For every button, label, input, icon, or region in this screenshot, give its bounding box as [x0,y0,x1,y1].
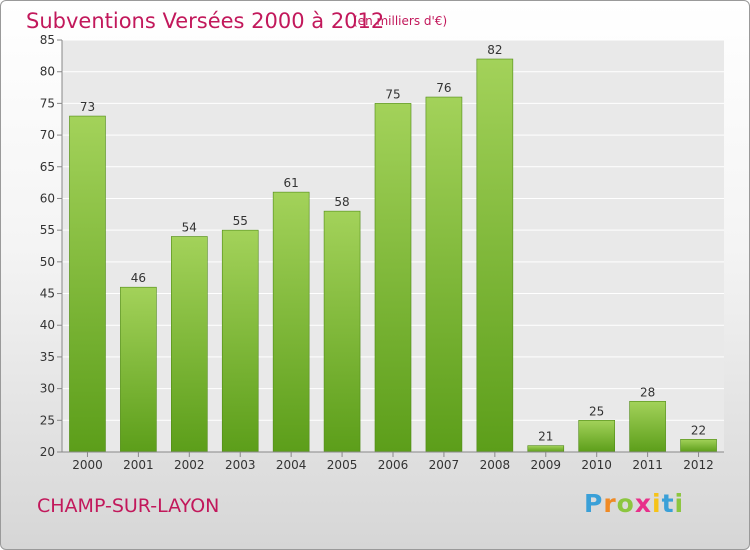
logo-letter: i [652,489,662,518]
x-tick-label: 2010 [581,458,612,472]
data-label: 28 [640,385,655,399]
x-tick-label: 2009 [530,458,561,472]
bar [221,229,259,453]
x-tick-label: 2005 [327,458,358,472]
data-label: 58 [334,195,349,209]
y-tick-label: 40 [40,318,55,332]
y-tick-label: 20 [40,445,55,459]
y-tick-label: 25 [40,413,55,427]
bar [680,439,717,453]
bar [629,400,666,453]
x-tick-label: 2000 [72,458,103,472]
x-tick-label: 2008 [480,458,511,472]
data-label: 21 [538,430,553,444]
data-labels: 73 46 54 55 61 58 75 76 82 21 25 28 22 [80,43,706,444]
y-tick-label: 65 [40,160,55,174]
logo-letter: x [634,489,652,518]
logo-letter: r [603,489,617,518]
data-label: 75 [385,87,400,101]
x-tick-label: 2006 [378,458,409,472]
data-label: 22 [691,423,706,437]
bar [374,103,412,453]
axes: 20 25 30 35 40 45 50 55 60 65 70 75 80 85 2000 2001 2002… [40,33,724,472]
logo-letter: P [584,489,604,518]
proxiti-logo: Proxiti [584,489,684,518]
place-name: CHAMP-SUR-LAYON [37,495,220,517]
x-tick-label: 2004 [276,458,307,472]
bar [323,210,361,453]
y-tick-label: 70 [40,128,55,142]
chart-subtitle: (en milliers d'€) [353,14,448,28]
data-label: 61 [284,176,299,190]
logo-letter: i [674,489,685,518]
bar [578,420,615,453]
y-tick-label: 80 [40,65,55,79]
bar [476,58,514,453]
x-tick-label: 2002 [174,458,205,472]
data-label: 54 [182,220,197,234]
data-label: 73 [80,100,95,114]
bar [272,191,310,453]
x-tick-label: 2007 [429,458,460,472]
bar [527,445,565,453]
data-label: 55 [233,214,248,228]
y-tick-label: 50 [40,255,55,269]
data-label: 46 [131,271,146,285]
logo-letter: t [661,489,675,518]
y-tick-label: 45 [40,287,55,301]
y-tick-label: 30 [40,382,55,396]
data-label: 82 [487,43,502,57]
y-tick-label: 35 [40,350,55,364]
bar [120,286,157,453]
x-tick-label: 2003 [225,458,256,472]
data-label: 76 [436,81,451,95]
y-tick-label: 85 [40,33,55,47]
x-tick-label: 2001 [123,458,154,472]
x-tick-label: 2012 [683,458,714,472]
y-tick-label: 55 [40,223,55,237]
x-tick-label: 2011 [632,458,663,472]
y-tick-label: 60 [40,191,55,205]
y-tick-label: 75 [40,96,55,110]
bar [425,96,463,453]
logo-letter: o [616,489,635,518]
chart-title: Subventions Versées 2000 à 2012 [26,9,385,33]
data-label: 25 [589,404,604,418]
bar [69,115,106,453]
bar [171,236,208,453]
bars [69,58,717,453]
